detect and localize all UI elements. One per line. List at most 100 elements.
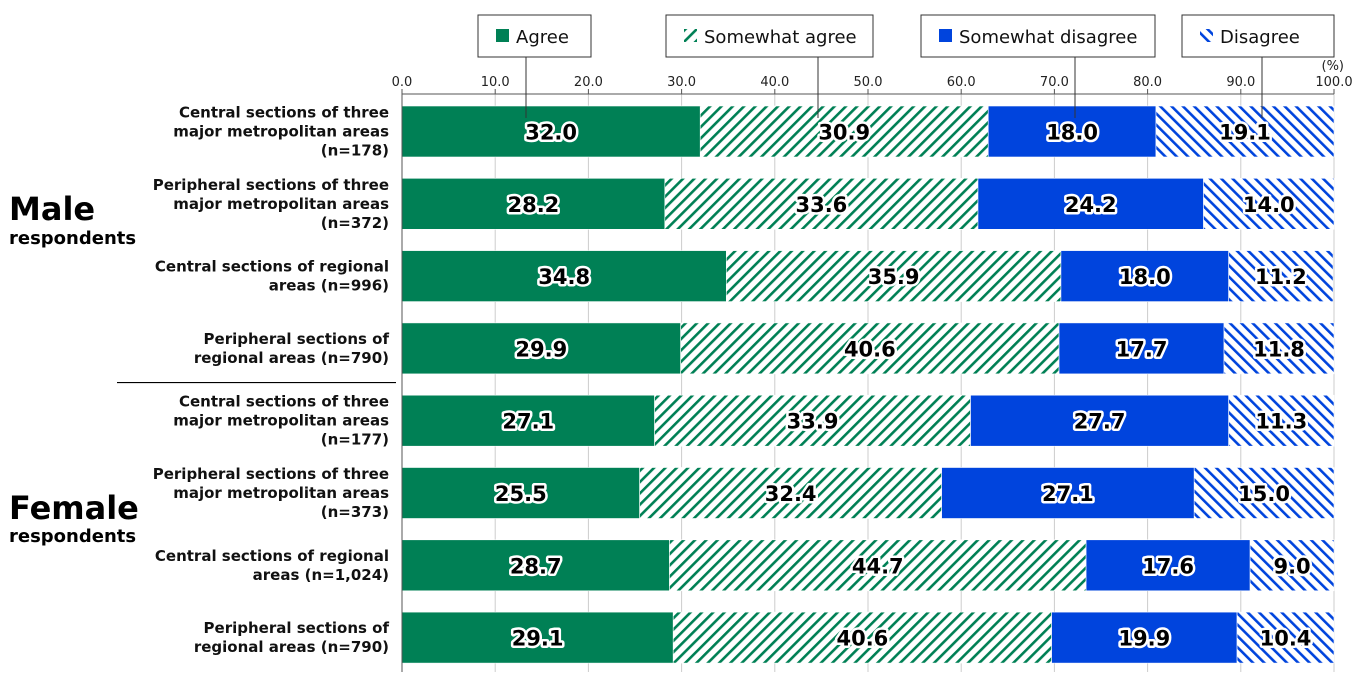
bar-segment xyxy=(1085,539,1251,592)
data-label: 11.2 xyxy=(1255,265,1307,289)
data-label: 11.3 xyxy=(1255,410,1307,434)
data-label: 19.9 xyxy=(1118,627,1170,651)
legend-label: Somewhat agree xyxy=(704,27,857,48)
bar-segment xyxy=(1228,250,1334,302)
category-label: regional areas (n=790) xyxy=(194,638,389,656)
bar-segment xyxy=(987,105,1157,158)
category-label: (n=178) xyxy=(321,142,389,160)
category-label: major metropolitan areas xyxy=(173,195,389,213)
data-label: 24.2 xyxy=(1065,193,1117,217)
bar-segment xyxy=(401,467,640,519)
x-tick-label: 0.0 xyxy=(392,75,413,90)
bar-segment xyxy=(1058,322,1225,375)
bar-segment xyxy=(401,105,701,158)
bar-segment xyxy=(401,611,674,664)
legend-swatch xyxy=(1200,29,1213,42)
bar-segment xyxy=(401,250,727,302)
x-tick-label: 100.0 xyxy=(1315,75,1352,90)
data-label: 15.0 xyxy=(1238,482,1290,506)
category-label: Central sections of three xyxy=(179,104,389,122)
data-label: 27.1 xyxy=(502,410,554,434)
category-label: (n=373) xyxy=(321,503,389,521)
data-label: 29.1 xyxy=(512,627,564,651)
data-label: 14.0 xyxy=(1243,193,1295,217)
bar-segment xyxy=(654,394,971,447)
bar-segment xyxy=(1155,105,1335,158)
bar-segment xyxy=(1193,467,1335,519)
legend-swatch xyxy=(684,29,697,42)
bar-segment xyxy=(1203,178,1335,230)
category-label: Peripheral sections of xyxy=(204,619,390,637)
legend-label: Disagree xyxy=(1220,27,1300,48)
data-label: 40.6 xyxy=(844,337,896,361)
group-title: Female xyxy=(9,489,139,527)
data-label: 17.7 xyxy=(1116,337,1168,361)
data-label: 35.9 xyxy=(868,265,920,289)
data-label: 19.1 xyxy=(1219,121,1271,145)
data-label: 18.0 xyxy=(1046,121,1098,145)
category-label: Peripheral sections of three xyxy=(153,176,389,194)
bar-segment xyxy=(1060,250,1229,302)
category-label: Peripheral sections of xyxy=(204,330,390,348)
x-tick-label: 30.0 xyxy=(667,75,696,90)
bar-segment xyxy=(1223,322,1335,375)
category-label: Peripheral sections of three xyxy=(153,465,389,483)
bar-segment xyxy=(699,105,989,158)
bar-segment xyxy=(970,394,1229,447)
bar-segment xyxy=(401,394,655,447)
data-label: 28.7 xyxy=(510,554,562,578)
unit-label: (%) xyxy=(1322,59,1345,74)
legend-swatch xyxy=(939,29,952,42)
data-label: 29.9 xyxy=(515,337,567,361)
data-label: 9.0 xyxy=(1273,554,1310,578)
data-label: 32.4 xyxy=(765,482,817,506)
data-label: 33.9 xyxy=(787,410,839,434)
category-label: major metropolitan areas xyxy=(173,412,389,430)
bar-segment xyxy=(680,322,1060,375)
data-label: 27.7 xyxy=(1074,410,1126,434)
category-label: major metropolitan areas xyxy=(173,123,389,141)
x-tick-label: 60.0 xyxy=(947,75,976,90)
category-label: areas (n=996) xyxy=(269,277,389,295)
x-tick-label: 10.0 xyxy=(481,75,510,90)
bar-segment xyxy=(639,467,942,519)
legend-swatch xyxy=(496,29,509,42)
data-label: 44.7 xyxy=(852,554,904,578)
group-title: Male xyxy=(9,190,95,228)
category-label: Central sections of regional xyxy=(155,258,389,276)
legend-label: Somewhat disagree xyxy=(959,27,1137,48)
data-label: 17.6 xyxy=(1142,554,1194,578)
data-label: 33.6 xyxy=(795,193,847,217)
bar-segment xyxy=(1249,539,1335,592)
x-tick-label: 70.0 xyxy=(1040,75,1069,90)
data-label: 10.4 xyxy=(1260,627,1312,651)
category-label: (n=177) xyxy=(321,431,389,449)
data-label: 40.6 xyxy=(836,627,888,651)
legend-box xyxy=(920,14,1156,58)
bar-segment xyxy=(977,178,1204,230)
legend-label: Agree xyxy=(516,27,569,48)
x-tick-label: 50.0 xyxy=(854,75,883,90)
category-label: areas (n=1,024) xyxy=(253,566,389,584)
bar-segment xyxy=(1228,394,1335,447)
category-label: Central sections of regional xyxy=(155,547,389,565)
category-label: (n=372) xyxy=(321,214,389,232)
data-label: 27.1 xyxy=(1042,482,1094,506)
data-label: 28.2 xyxy=(507,193,559,217)
category-label: Central sections of three xyxy=(179,393,389,411)
data-label: 11.8 xyxy=(1253,337,1305,361)
data-label: 25.5 xyxy=(495,482,547,506)
bar-segment xyxy=(672,611,1052,664)
bar-segment xyxy=(726,250,1062,302)
group-subtitle: respondents xyxy=(9,228,136,249)
bar-segment xyxy=(664,178,979,230)
category-label: regional areas (n=790) xyxy=(194,349,389,367)
category-label: major metropolitan areas xyxy=(173,484,389,502)
legend-box xyxy=(665,14,874,58)
x-tick-label: 40.0 xyxy=(760,75,789,90)
bar-segment xyxy=(941,467,1195,519)
bar-segment xyxy=(669,539,1087,592)
data-label: 30.9 xyxy=(818,121,870,145)
bar-segment xyxy=(401,322,681,375)
